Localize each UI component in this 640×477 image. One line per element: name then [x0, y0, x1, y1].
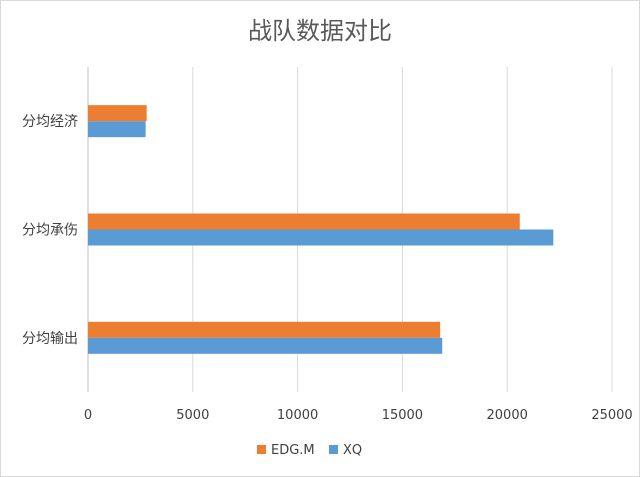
category-label: 分均输出: [22, 331, 78, 347]
legend-label: EDG.M: [271, 443, 315, 458]
bar-xq-2: [88, 121, 146, 138]
category-labels: 分均输出 分均承伤 分均经济: [22, 114, 78, 347]
legend-label: XQ: [343, 443, 362, 458]
x-axis-ticks: 0 5000 10000 15000 20000 25000: [84, 408, 633, 423]
bar-xq-1: [88, 229, 554, 246]
chart-title: 战队数据对比: [248, 17, 392, 45]
category-label: 分均经济: [22, 114, 78, 130]
bars: [88, 105, 554, 354]
bar-edg-m-1: [88, 213, 520, 230]
legend-swatch: [329, 445, 338, 454]
category-label: 分均承伤: [22, 223, 78, 239]
legend: EDG.M XQ: [257, 443, 362, 458]
legend-swatch: [257, 445, 266, 454]
bar-edg-m-2: [88, 105, 147, 122]
bar-edg-m-0: [88, 321, 441, 338]
x-tick-label: 15000: [382, 408, 423, 423]
bar-xq-0: [88, 337, 443, 354]
x-tick-label: 20000: [487, 408, 528, 423]
x-tick-label: 0: [84, 408, 92, 423]
x-tick-label: 5000: [176, 408, 209, 423]
x-tick-label: 10000: [277, 408, 318, 423]
x-tick-label: 25000: [591, 408, 632, 423]
